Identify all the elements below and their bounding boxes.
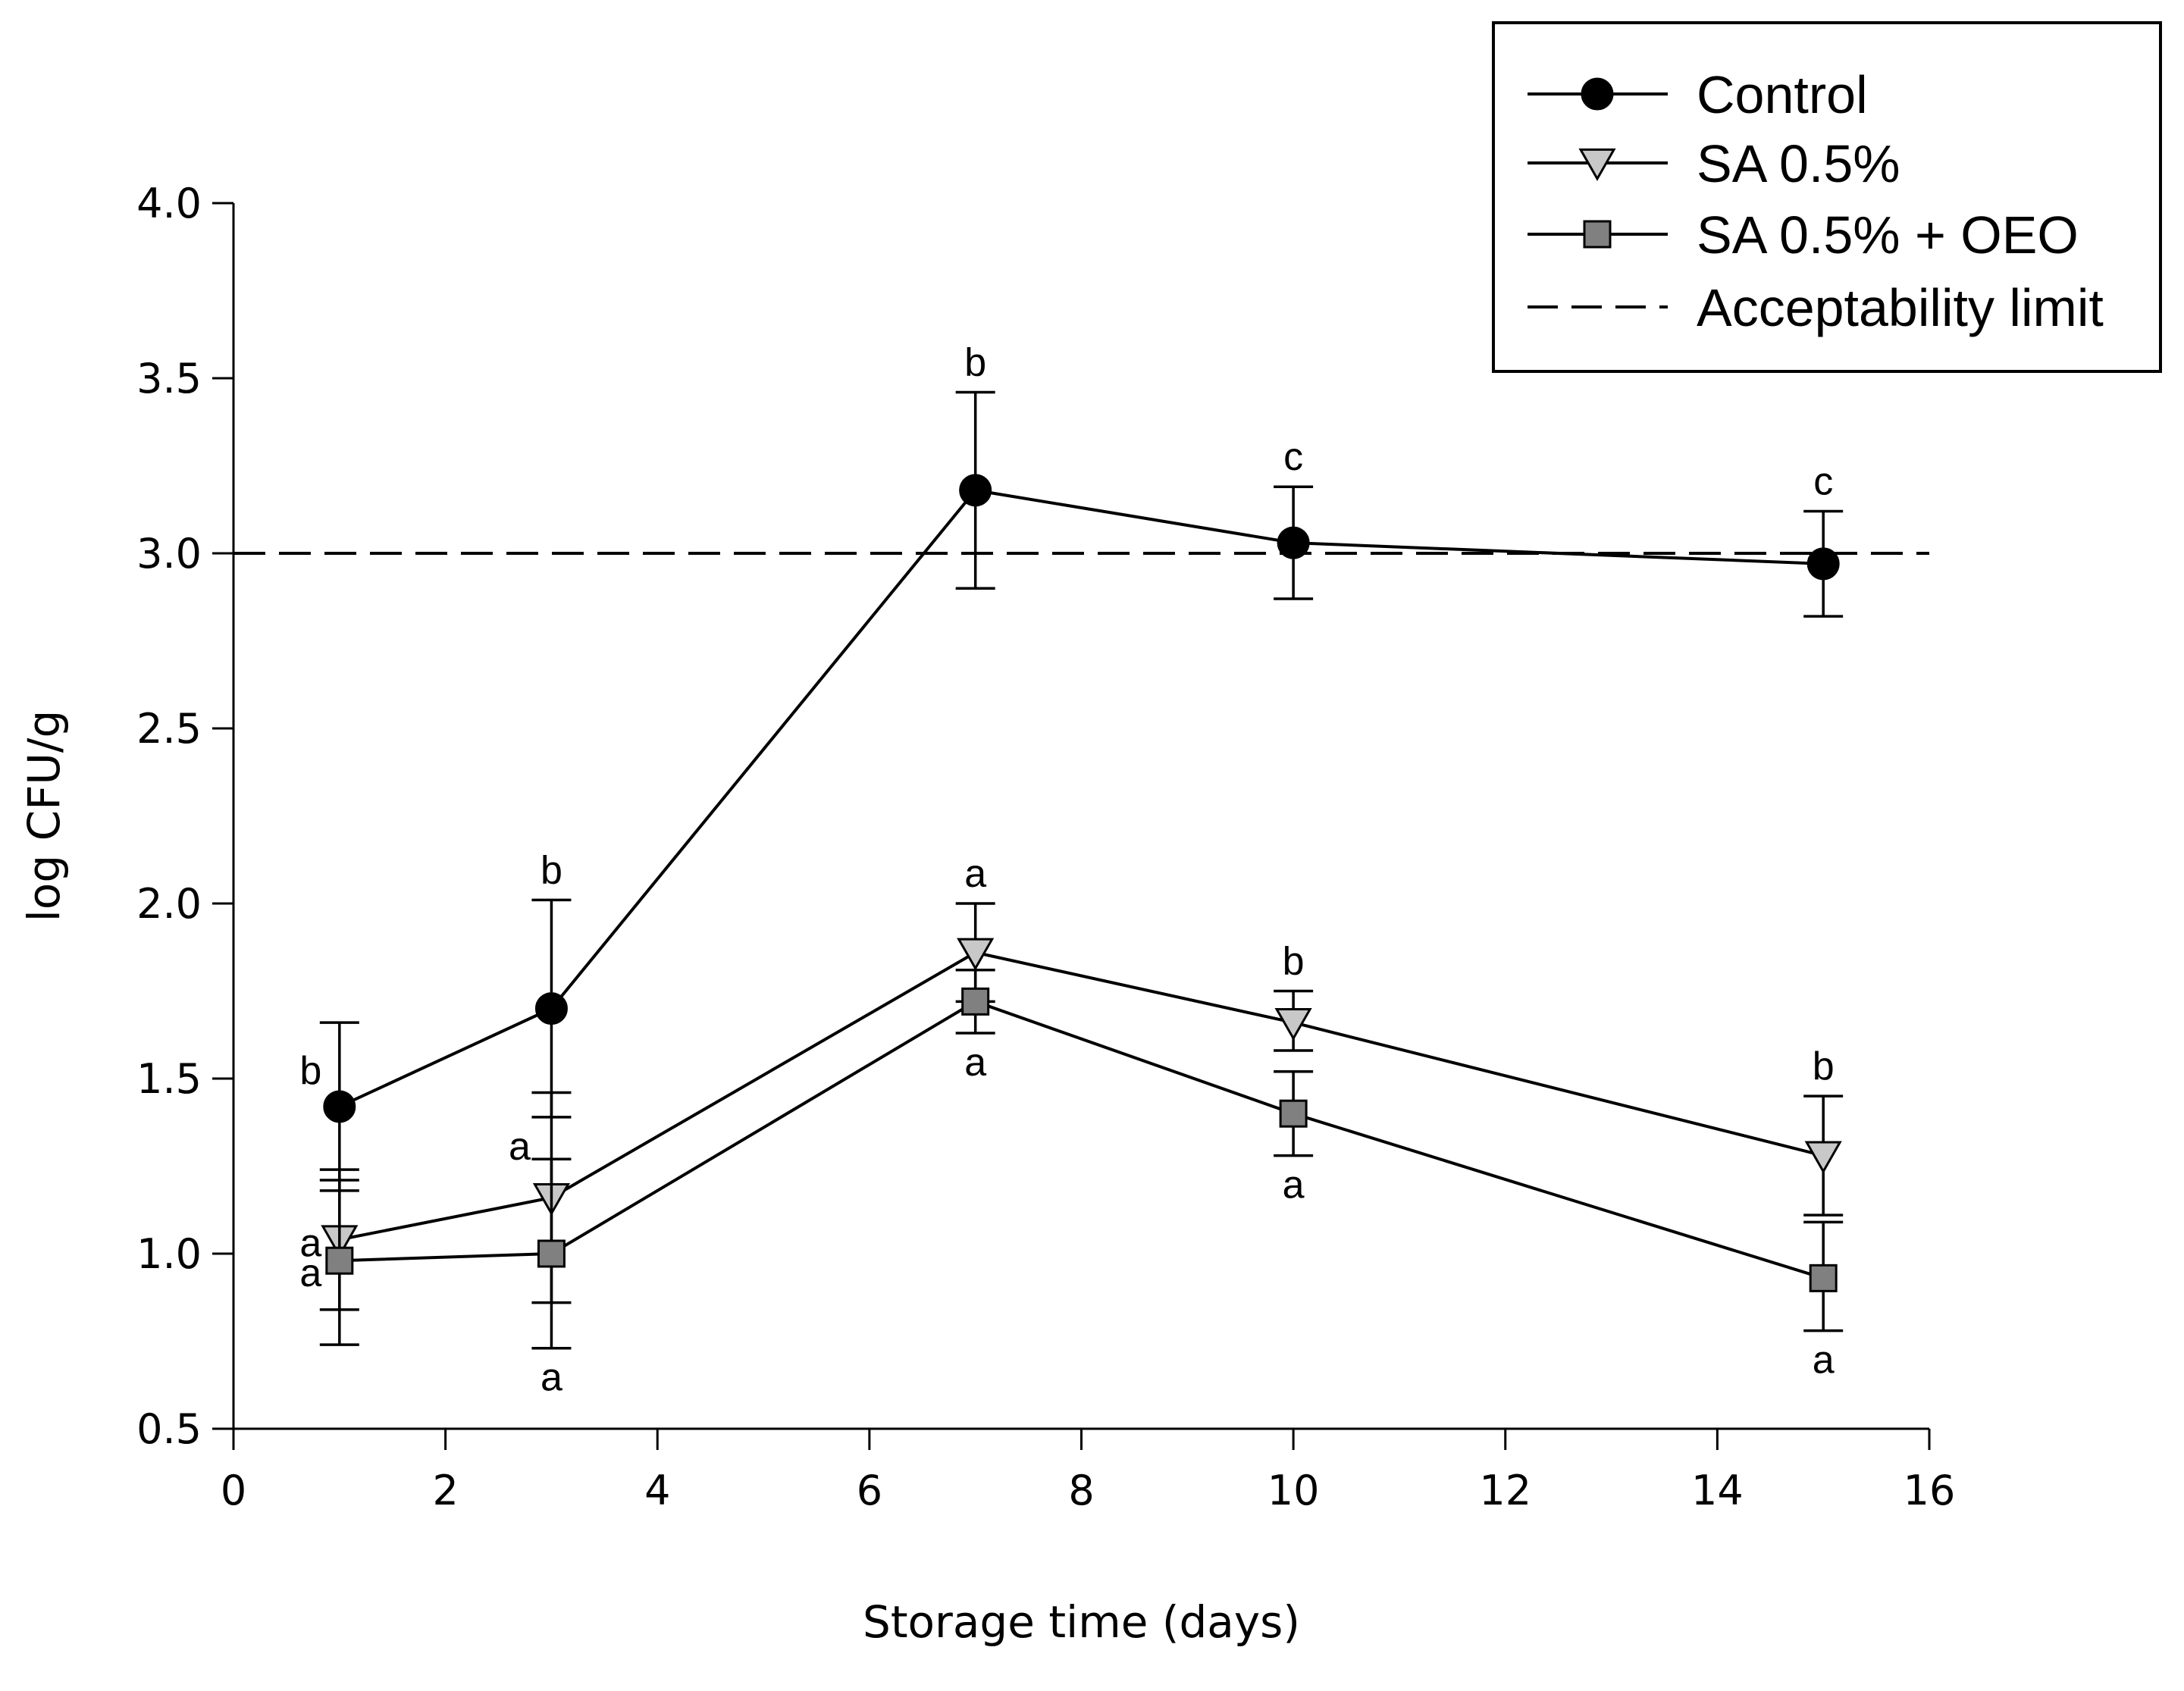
legend-label: SA 0.5% + OEO [1697,205,2079,265]
series-control [319,390,1844,1192]
series-layer [319,390,1844,1350]
data-point-control [1806,547,1840,581]
x-tick-label: 12 [1479,1467,1531,1514]
x-tick-label: 8 [1068,1467,1094,1514]
x-tick-label: 2 [432,1467,458,1514]
data-point-control [1277,526,1310,559]
data-point-sa-0-5 [1804,1141,1842,1174]
data-point-sa-0-5-oeo [1279,1099,1308,1128]
significance-label: a [299,1251,321,1295]
significance-label: a [1813,1339,1835,1383]
significance-label: a [299,1222,321,1266]
x-tick-label: 4 [644,1467,670,1514]
significance-label: c [1813,460,1833,504]
significance-label: b [964,340,986,384]
data-point-control [534,992,568,1026]
legend: Control SA 0.5% SA 0.5% + OEO Acceptability… [1492,21,2162,373]
y-tick-label: 4.0 [136,180,202,227]
significance-label: b [299,1049,321,1093]
series-sa-0-5-oeo [319,969,1844,1350]
y-tick-label: 3.5 [136,355,202,402]
legend-item: SA 0.5% + OEO [1528,205,2079,265]
significance-label: b [1283,940,1305,984]
legend-item: Acceptability limit [1528,278,2104,337]
data-point-sa-0-5-oeo [537,1239,566,1268]
significance-label: c [1283,435,1303,479]
x-tick-label: 6 [857,1467,882,1514]
y-tick-label: 1.0 [136,1230,202,1278]
data-point-sa-0-5-oeo [1809,1264,1838,1292]
significance-label: b [1813,1044,1835,1088]
data-point-sa-0-5 [1274,1007,1312,1041]
significance-label: a [964,852,986,896]
x-axis-title: Storage time (days) [863,1596,1300,1648]
significance-label: a [1283,1163,1305,1207]
legend-marker [1581,77,1614,111]
axes: 0.5 1.0 1.5 2.0 2.5 3.0 3.5 4.0 0 2 4 6 8 10 12 14 16 Sto… [18,180,1955,1648]
data-point-sa-0-5 [957,938,995,971]
legend-label: SA 0.5% [1697,134,1900,193]
significance-label: b [541,848,562,892]
legend-label: Control [1697,65,1868,124]
legend-item: SA 0.5% [1528,134,1900,193]
y-tick-label: 1.5 [136,1055,202,1103]
legend-item: Control [1528,65,1868,124]
legend-marker [1583,220,1612,249]
significance-label: a [541,1356,562,1400]
series-line-sa-0-5-oeo [339,1000,1824,1280]
data-point-control [959,474,992,507]
x-tick-label: 0 [221,1467,246,1514]
y-tick-label: 2.0 [136,880,202,928]
legend-label: Acceptability limit [1697,278,2104,337]
y-axis-title: log CFU/g [18,710,70,922]
y-tick-label: 0.5 [136,1405,202,1453]
y-tick-label: 2.5 [136,705,202,753]
significance-label: a [509,1125,531,1169]
significance-label: a [964,1041,986,1085]
data-point-sa-0-5-oeo [325,1246,354,1275]
data-point-sa-0-5-oeo [961,987,990,1016]
legend-marker [1578,148,1616,181]
y-tick-label: 3.0 [136,530,202,578]
data-point-control [323,1090,356,1123]
x-tick-label: 16 [1904,1467,1956,1514]
x-tick-label: 10 [1267,1467,1320,1514]
x-tick-label: 14 [1691,1467,1744,1514]
